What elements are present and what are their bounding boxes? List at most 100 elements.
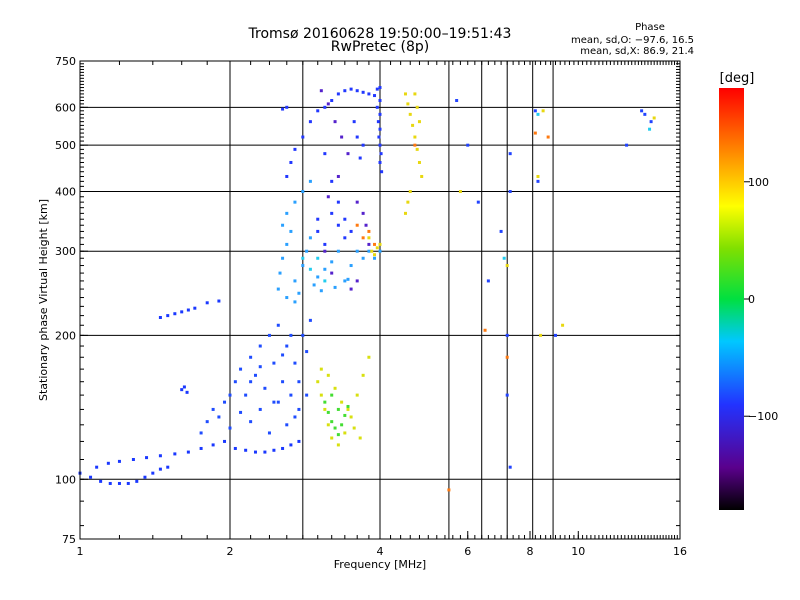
data-point — [413, 143, 417, 147]
data-point — [343, 413, 347, 417]
data-point — [358, 156, 362, 160]
data-point — [406, 102, 410, 106]
data-point — [249, 380, 253, 384]
data-point — [223, 439, 227, 443]
data-point — [415, 105, 419, 109]
data-point — [281, 380, 285, 384]
data-point — [508, 152, 512, 156]
data-point — [186, 450, 190, 454]
data-point — [193, 306, 197, 310]
data-point — [349, 415, 353, 419]
data-point — [343, 431, 347, 435]
data-point — [289, 333, 293, 337]
data-point — [323, 152, 327, 156]
data-point — [285, 344, 289, 348]
data-point — [106, 461, 110, 465]
data-point — [323, 249, 327, 253]
data-point — [272, 361, 276, 365]
data-point — [380, 170, 384, 174]
data-point — [326, 102, 330, 106]
data-point — [316, 256, 320, 260]
chart-title: Tromsø 20160628 19:50:00–19:51:43 — [248, 26, 512, 42]
data-point — [289, 229, 293, 233]
data-point — [326, 195, 330, 199]
data-point — [378, 242, 382, 246]
data-point — [373, 242, 377, 246]
data-point — [417, 160, 421, 164]
data-point — [340, 400, 344, 404]
data-point — [367, 355, 371, 359]
data-point — [289, 393, 293, 397]
data-point — [378, 99, 382, 103]
data-point — [336, 249, 340, 253]
data-point — [281, 256, 285, 260]
data-point — [263, 386, 267, 390]
data-point — [420, 174, 424, 178]
x-tick-label: 4 — [377, 545, 384, 558]
data-point — [336, 443, 340, 447]
data-point — [649, 120, 653, 124]
data-point — [349, 287, 353, 291]
y-tick-label: 300 — [55, 245, 76, 258]
data-point — [199, 431, 203, 435]
data-point — [258, 365, 262, 369]
y-tick-label: 100 — [55, 473, 76, 486]
data-point — [336, 407, 340, 411]
data-point — [323, 267, 327, 271]
x-axis-label: Frequency [MHz] — [334, 558, 426, 571]
data-point — [297, 380, 301, 384]
data-point — [349, 229, 353, 233]
data-point — [308, 236, 312, 240]
data-point — [244, 448, 248, 452]
data-point — [346, 404, 350, 408]
data-point — [249, 420, 253, 424]
data-point — [406, 200, 410, 204]
data-point — [199, 446, 203, 450]
data-point — [336, 92, 340, 96]
data-point — [289, 160, 293, 164]
data-point — [285, 296, 289, 300]
data-point — [131, 457, 135, 461]
data-point — [126, 481, 130, 485]
data-point — [625, 143, 629, 147]
data-point — [316, 229, 320, 233]
data-point — [352, 120, 356, 124]
data-point — [267, 431, 271, 435]
x-tick-label: 16 — [673, 545, 687, 558]
data-point — [352, 426, 356, 430]
data-point — [508, 189, 512, 193]
data-point — [483, 328, 487, 332]
y-tick-label: 600 — [55, 101, 76, 114]
data-point — [316, 217, 320, 221]
data-point — [336, 223, 340, 227]
data-point — [281, 107, 285, 111]
colorbar-label: [deg] — [720, 71, 755, 86]
data-point — [244, 393, 248, 397]
data-point — [505, 264, 509, 268]
data-point — [505, 393, 509, 397]
data-point — [336, 433, 340, 437]
data-point — [285, 105, 289, 109]
data-point — [355, 249, 359, 253]
data-point — [293, 147, 297, 151]
data-point — [343, 236, 347, 240]
data-point — [333, 426, 337, 430]
data-point — [301, 135, 305, 139]
data-point — [117, 481, 121, 485]
data-point — [281, 353, 285, 357]
data-point — [539, 333, 543, 337]
data-point — [336, 200, 340, 204]
data-point — [185, 390, 189, 394]
data-point — [355, 279, 359, 283]
data-point — [326, 410, 330, 414]
data-point — [373, 256, 377, 260]
data-point — [323, 400, 327, 404]
data-point — [301, 189, 305, 193]
data-point — [349, 87, 353, 91]
data-point — [343, 89, 347, 93]
data-point — [330, 393, 334, 397]
data-point — [217, 299, 221, 303]
data-point — [355, 135, 359, 139]
data-point — [561, 323, 565, 327]
data-point — [505, 333, 509, 337]
